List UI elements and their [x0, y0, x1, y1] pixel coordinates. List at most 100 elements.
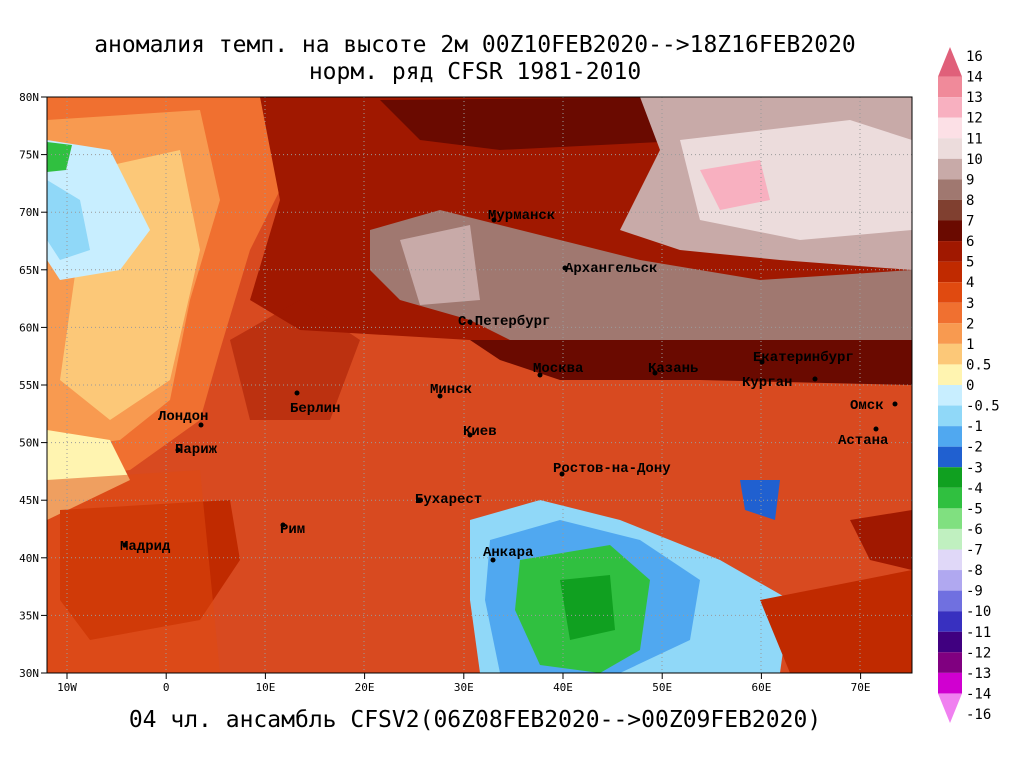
colorbar-segment: [938, 508, 962, 529]
title-line1: аномалия темп. на высоте 2м 00Z10FEB2020…: [94, 32, 856, 58]
colorbar-segment: [938, 385, 962, 406]
city-dot: [491, 217, 497, 223]
colorbar: 16 14 13 12 11 10 9 8 7 6 5 4 3 2 1 0.5 0 -0.5 -1 -2 -3 -4 -5 -…: [938, 47, 1000, 723]
colorbar-label: -2: [966, 440, 983, 456]
lat-label: 75N: [19, 149, 39, 162]
city-dot: [467, 432, 473, 438]
city-label: Мурманск: [488, 208, 555, 224]
city-label: Москва: [533, 361, 584, 377]
city-dot: [873, 426, 879, 432]
colorbar-label: -13: [966, 666, 991, 682]
city-label: С.Петербург: [458, 314, 550, 330]
lat-label: 80N: [19, 91, 39, 104]
colorbar-segment: [938, 446, 962, 468]
lon-label: 70E: [851, 681, 871, 694]
colorbar-segment: [938, 672, 962, 694]
colorbar-label: 6: [966, 234, 974, 250]
colorbar-segment: [938, 220, 962, 242]
city-dot: [122, 542, 128, 548]
colorbar-segment: [938, 343, 962, 365]
colorbar-segment: [938, 241, 962, 262]
city-label: Астана: [838, 433, 889, 449]
lon-label: 30E: [454, 681, 474, 694]
colorbar-label: 7: [966, 214, 974, 230]
city-label: Киев: [463, 424, 497, 440]
colorbar-label: -5: [966, 501, 983, 517]
colorbar-segment: [938, 302, 962, 324]
lat-label: 30N: [19, 667, 39, 680]
colorbar-segment: [938, 549, 962, 571]
colorbar-segment: [938, 117, 962, 139]
city-labels: Мурманск Архангельск С.Петербург Москва Каза…: [120, 208, 898, 563]
footer: 04 чл. ансамбль CFSV2(06Z08FEB2020-->00Z…: [129, 707, 821, 733]
colorbar-segment: [938, 590, 962, 612]
colorbar-label: -16: [966, 707, 991, 723]
city-label: Анкара: [483, 545, 534, 561]
colorbar-end: [938, 693, 962, 723]
city-label: Бухарест: [415, 492, 482, 508]
city-label: Мадрид: [120, 539, 171, 555]
colorbar-segment: [938, 652, 962, 673]
colorbar-label: -10: [966, 604, 991, 620]
lat-label: 45N: [19, 494, 39, 507]
city-dot: [652, 370, 658, 376]
colorbar-segment: [938, 179, 962, 200]
colorbar-label: -11: [966, 625, 991, 641]
colorbar-label: -1: [966, 419, 983, 435]
city-label: Ростов-на-Дону: [553, 461, 671, 477]
lon-label: 50E: [652, 681, 672, 694]
lat-label: 65N: [19, 264, 39, 277]
colorbar-label: -14: [966, 686, 991, 702]
lon-label: 40E: [553, 681, 573, 694]
city-label: Екатеринбург: [753, 350, 854, 366]
colorbar-segment: [938, 199, 962, 221]
colorbar-label: 0: [966, 378, 974, 394]
lat-label: 60N: [19, 321, 39, 334]
city-dot: [490, 557, 496, 563]
colorbar-segment: [938, 138, 962, 159]
city-dot: [294, 390, 300, 396]
colorbar-label: -12: [966, 645, 991, 661]
city-dot: [437, 393, 443, 399]
lon-label: 20E: [355, 681, 375, 694]
city-label: Омск: [850, 398, 884, 414]
lon-label: 0: [163, 681, 170, 694]
city-dot: [175, 447, 181, 453]
colorbar-label: -8: [966, 563, 983, 579]
city-label: Лондон: [158, 409, 208, 425]
city-dot: [812, 376, 818, 382]
colorbar-segment: [938, 467, 962, 488]
colorbar-label: 13: [966, 90, 983, 106]
colorbar-label: -0.5: [966, 399, 1000, 415]
colorbar-segment: [938, 97, 962, 118]
city-dot: [467, 319, 473, 325]
colorbar-segment: [938, 282, 962, 303]
city-label: Казань: [648, 361, 698, 377]
colorbar-label: 1: [966, 337, 974, 353]
city-dot: [892, 401, 898, 407]
colorbar-label: 4: [966, 275, 974, 291]
colorbar-segment: [938, 158, 962, 180]
lat-label: 70N: [19, 206, 39, 219]
anomaly-field: [47, 97, 912, 673]
colorbar-end: [938, 47, 962, 77]
city-label: Рим: [280, 522, 305, 538]
city-label: Берлин: [290, 401, 340, 417]
colorbar-label: 8: [966, 193, 974, 209]
colorbar-label: -7: [966, 543, 983, 559]
lat-label: 40N: [19, 552, 39, 565]
city-label: Минск: [430, 382, 472, 398]
title-line2: норм. ряд CFSR 1981-2010: [309, 59, 641, 85]
colorbar-segment: [938, 611, 962, 632]
colorbar-label: -9: [966, 584, 983, 600]
city-dot: [759, 359, 765, 365]
colorbar-label: -4: [966, 481, 983, 497]
colorbar-label: -3: [966, 460, 983, 476]
city-dot: [537, 372, 543, 378]
colorbar-segment: [938, 631, 962, 653]
city-label: Архангельск: [565, 261, 657, 277]
colorbar-label: 11: [966, 131, 983, 147]
colorbar-label: 16: [966, 49, 983, 65]
city-label: Курган: [742, 375, 792, 391]
